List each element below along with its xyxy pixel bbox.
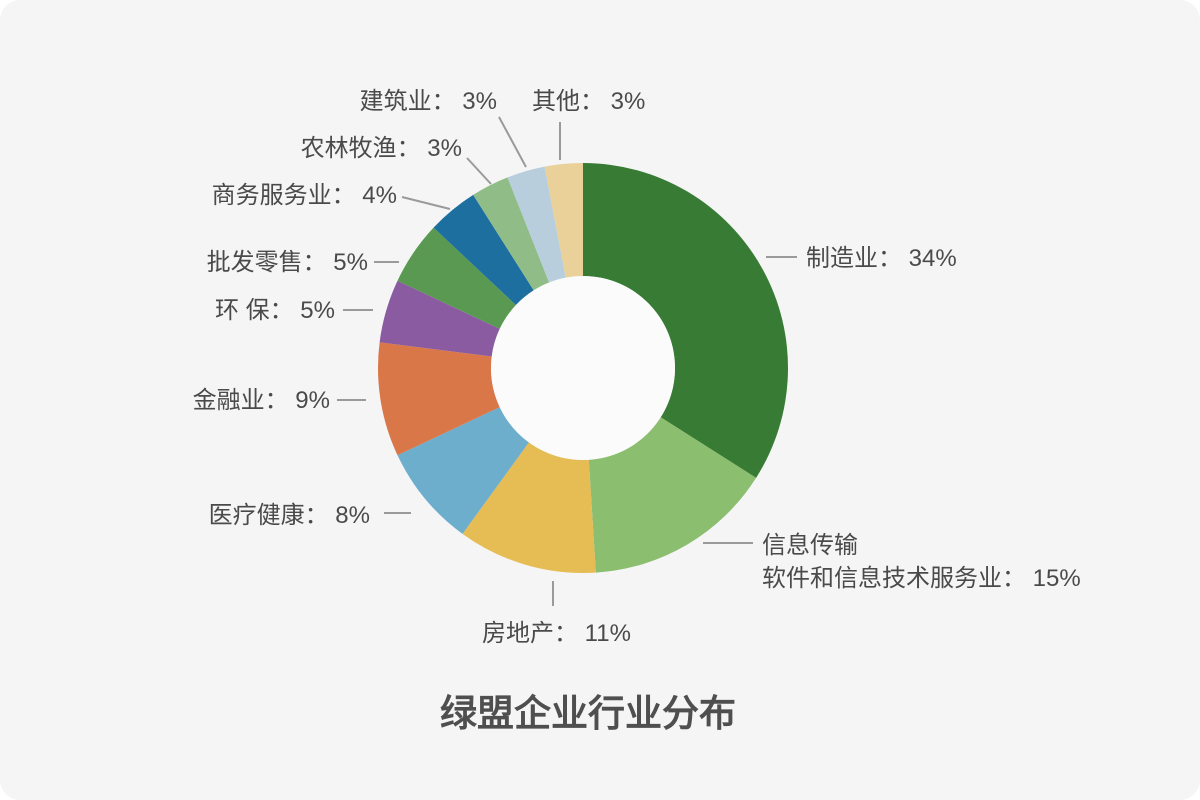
- donut-chart: [378, 163, 788, 574]
- slice-label-it-services-line2: 软件和信息技术服务业： 15%: [762, 565, 1081, 592]
- leader-line-business-services: [401, 196, 451, 210]
- pie-slice-0[interactable]: [583, 163, 788, 478]
- pie-slice-3[interactable]: [397, 407, 529, 534]
- slice-label-manufacturing: 制造业： 34%: [806, 245, 957, 272]
- pie-slice-6[interactable]: [397, 227, 516, 329]
- leader-line-construction: [498, 116, 527, 168]
- slice-labels: 制造业： 34% 信息传输 软件和信息技术服务业： 15% 房地产： 11% 医…: [193, 88, 1081, 647]
- leader-lines: [337, 116, 797, 606]
- pie-slice-1[interactable]: [588, 417, 757, 573]
- donut-hole: [491, 276, 675, 460]
- chart-title: 绿盟企业行业分布: [440, 692, 736, 734]
- slice-label-business-services: 商务服务业： 4%: [212, 182, 397, 209]
- pie-slice-2[interactable]: [462, 442, 596, 574]
- slice-label-wholesale-retail: 批发零售： 5%: [207, 249, 368, 276]
- pie-slice-5[interactable]: [379, 280, 500, 357]
- slice-label-other: 其他： 3%: [532, 88, 645, 115]
- slice-label-it-services-line1: 信息传输: [762, 532, 858, 559]
- slice-label-real-estate: 房地产： 11%: [482, 620, 631, 647]
- slice-label-agriculture: 农林牧渔： 3%: [301, 135, 462, 162]
- slice-label-construction: 建筑业： 3%: [360, 88, 497, 115]
- pie-slice-9[interactable]: [507, 166, 566, 283]
- leader-line-agriculture: [466, 157, 492, 185]
- pie-slice-7[interactable]: [433, 194, 534, 306]
- pie-slice-10[interactable]: [544, 163, 583, 278]
- slice-label-healthcare: 医疗健康： 8%: [209, 502, 370, 529]
- pie-slice-4[interactable]: [378, 342, 500, 456]
- slice-label-environment: 环 保： 5%: [215, 297, 335, 324]
- slice-label-finance: 金融业： 9%: [193, 387, 330, 414]
- pie-slice-8[interactable]: [473, 177, 550, 291]
